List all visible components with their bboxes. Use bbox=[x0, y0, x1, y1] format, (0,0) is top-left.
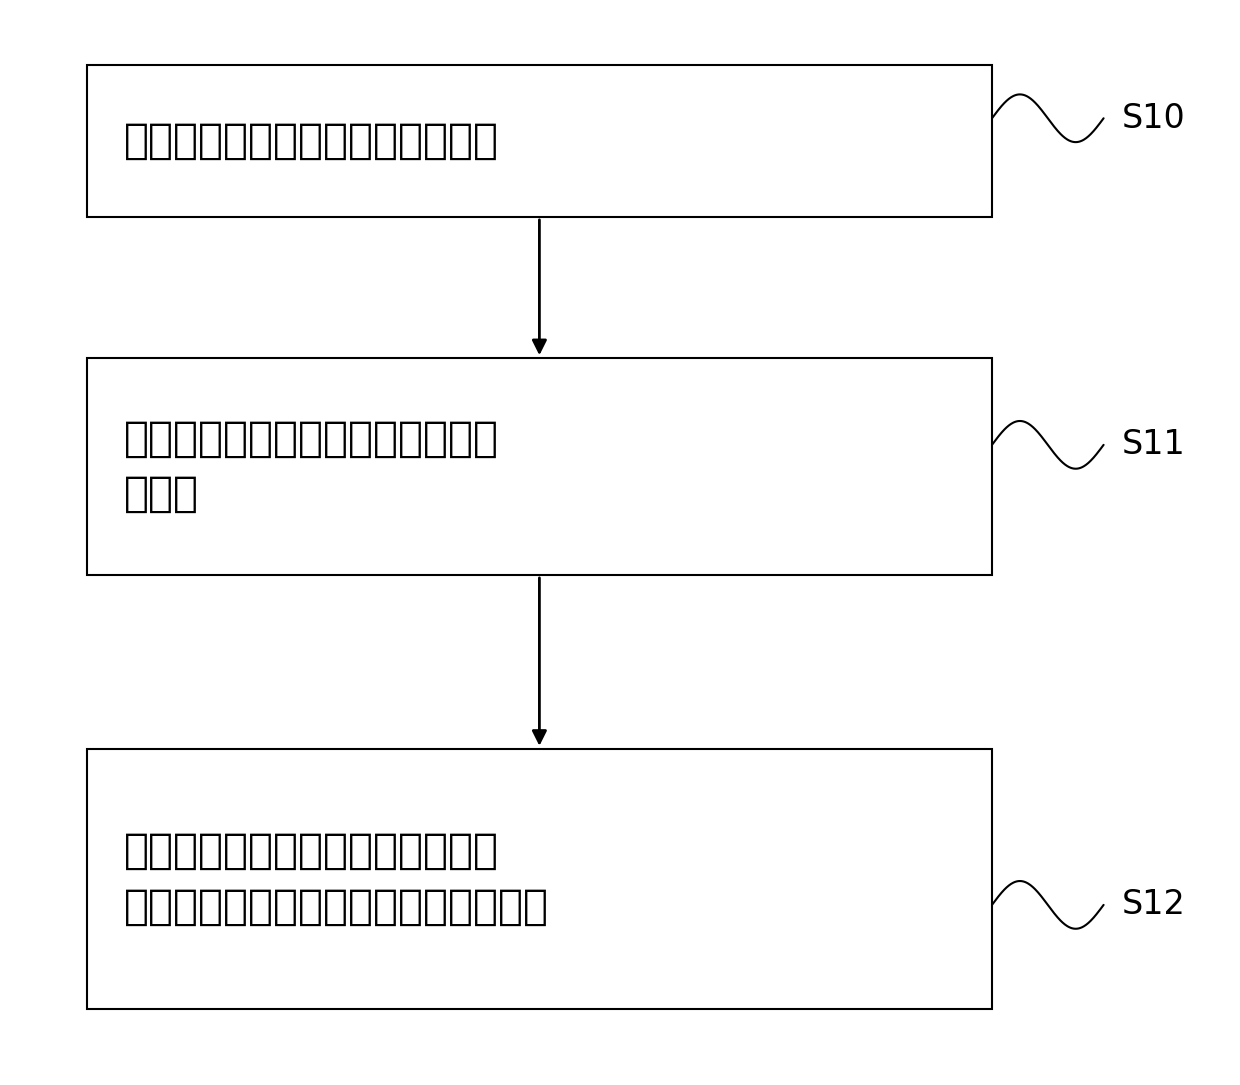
Text: 根据图纸距离和版式数据流文件的
比例尺计算出所标记点之间的实际距离: 根据图纸距离和版式数据流文件的 比例尺计算出所标记点之间的实际距离 bbox=[124, 830, 549, 928]
Text: S12: S12 bbox=[1122, 889, 1187, 921]
Text: 标记版式数据流文件上的至少两点: 标记版式数据流文件上的至少两点 bbox=[124, 120, 498, 162]
Bar bbox=[87, 358, 992, 575]
Text: S10: S10 bbox=[1122, 102, 1185, 135]
Text: 计算当前比例下所标记点之间的图
纸距离: 计算当前比例下所标记点之间的图 纸距离 bbox=[124, 418, 498, 515]
Bar bbox=[87, 749, 992, 1009]
Bar bbox=[87, 65, 992, 217]
Text: S11: S11 bbox=[1122, 429, 1185, 461]
